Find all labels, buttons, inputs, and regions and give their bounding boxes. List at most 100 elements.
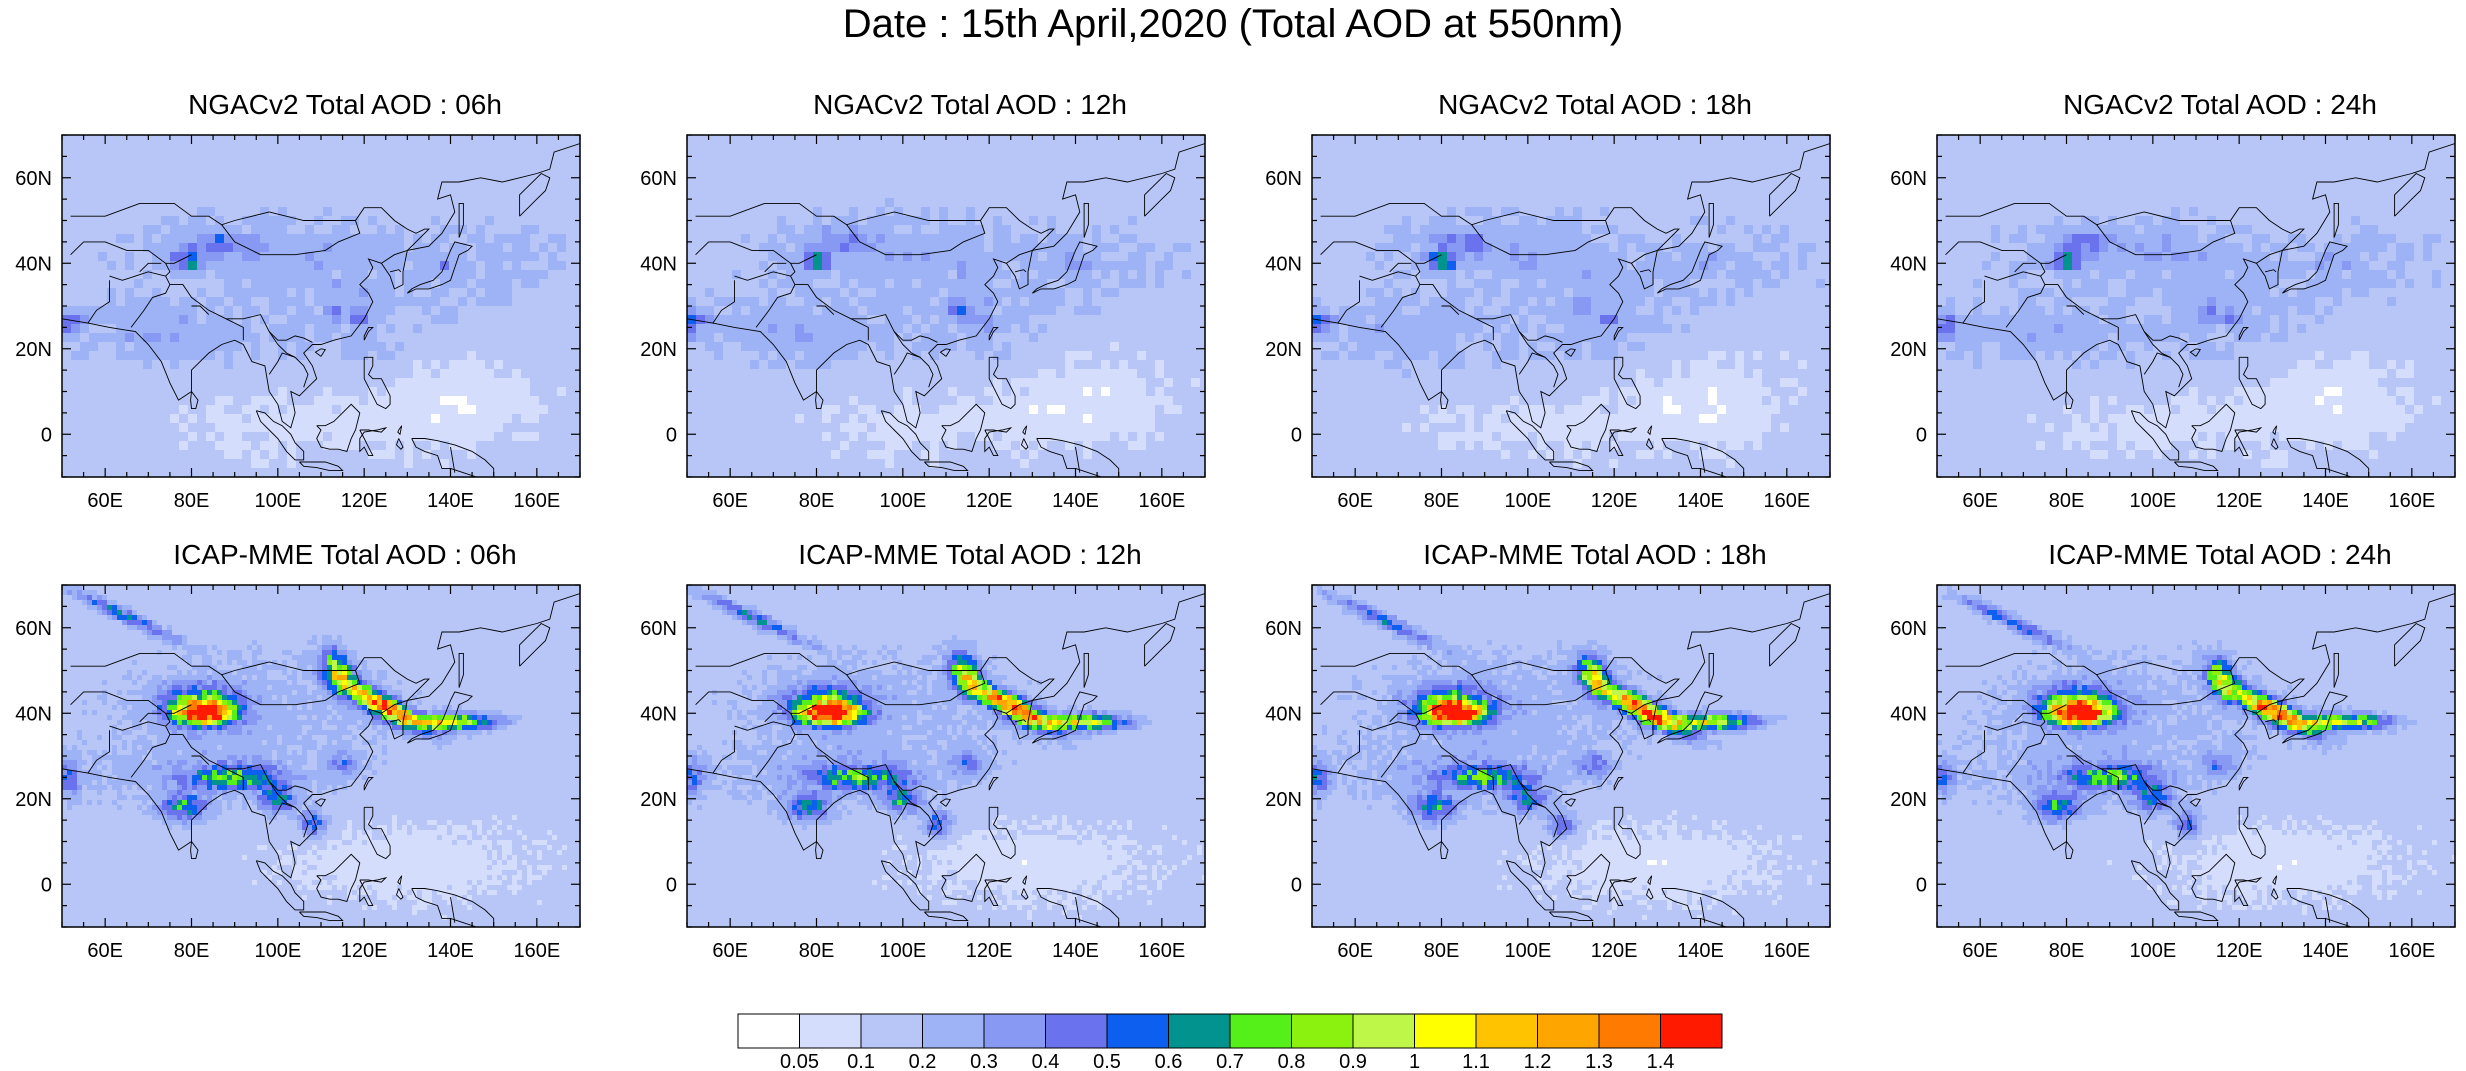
y-tick-label: 0 (666, 874, 677, 896)
aod-colorbar: 0.05 0.1 0.2 0.3 0.4 0.5 0.6 0.7 0.8 0.9 1 1.1 1.2 1.… (737, 1013, 1723, 1070)
x-tick-label: 100E (2129, 940, 2176, 962)
coastlines (687, 143, 1205, 477)
x-tick-label: 120E (966, 940, 1013, 962)
aod-field (1312, 585, 1831, 928)
x-tick-label: 160E (1138, 490, 1185, 512)
y-tick-label: 20N (1890, 339, 1927, 361)
x-tick-label: 60E (1962, 490, 1998, 512)
x-tick-label: 60E (1337, 490, 1373, 512)
y-tick-label: 60N (1265, 618, 1302, 640)
colorbar-label: 1.3 (1585, 1051, 1613, 1070)
map-panel-ngacv2-18h: NGACv2 Total AOD : 18h 60E 80E 100E 120E 140… (1265, 90, 1885, 530)
y-tick-label: 40N (1890, 703, 1927, 725)
y-tick-label: 60N (1265, 168, 1302, 190)
map-panel-icap-mme-06h: ICAP-MME Total AOD : 06h 60E 80E 100E 120E 1… (15, 540, 635, 980)
map-svg: 60E 80E 100E 120E 140E 160E 0 20N 40N 60N (640, 134, 1206, 512)
y-tick-label: 20N (640, 789, 677, 811)
colorbar-label: 0.5 (1093, 1051, 1121, 1070)
colorbar-swatch (860, 1013, 923, 1049)
map-svg: 60E 80E 100E 120E 140E 160E 0 20N 40N 60N (1265, 134, 1831, 512)
colorbar-label: 0.4 (1032, 1051, 1060, 1070)
y-tick-label: 0 (41, 874, 52, 896)
colorbar-swatch (922, 1013, 985, 1049)
x-tick-label: 160E (1138, 940, 1185, 962)
colorbar-swatch (1352, 1013, 1415, 1049)
y-tick-label: 0 (1291, 874, 1302, 896)
x-tick-label: 60E (1962, 940, 1998, 962)
y-tick-label: 0 (666, 424, 677, 446)
aod-field (1312, 135, 1831, 478)
y-tick-label: 60N (15, 168, 52, 190)
map-svg: 60E 80E 100E 120E 140E 160E 0 20N 40N 60N (1890, 134, 2456, 512)
x-tick-label: 120E (1591, 940, 1638, 962)
y-tick-label: 0 (1916, 874, 1927, 896)
x-tick-label: 120E (341, 940, 388, 962)
x-tick-label: 60E (1337, 940, 1373, 962)
colorbar-swatch (1106, 1013, 1169, 1049)
coastlines (1312, 143, 1830, 477)
x-tick-label: 120E (341, 490, 388, 512)
x-tick-label: 120E (966, 490, 1013, 512)
panel-title: ICAP-MME Total AOD : 18h (1305, 540, 1885, 570)
figure-title: Date : 15th April,2020 (Total AOD at 550… (0, 2, 2466, 46)
coastlines (1312, 593, 1830, 927)
aod-field (687, 135, 1206, 478)
y-tick-label: 20N (15, 339, 52, 361)
coastlines (62, 143, 580, 477)
panel-title: NGACv2 Total AOD : 12h (680, 90, 1260, 120)
x-tick-label: 140E (1677, 490, 1724, 512)
coastlines (1937, 143, 2455, 477)
aod-field (687, 585, 1206, 928)
y-tick-label: 40N (15, 703, 52, 725)
x-tick-label: 60E (87, 490, 123, 512)
aod-field (1937, 135, 2456, 478)
x-tick-label: 60E (87, 940, 123, 962)
x-tick-label: 160E (2388, 940, 2435, 962)
x-tick-label: 140E (2302, 490, 2349, 512)
colorbar-swatch (1045, 1013, 1108, 1049)
map-panel-ngacv2-12h: NGACv2 Total AOD : 12h 60E 80E 100E 120E 140… (640, 90, 1260, 530)
colorbar-swatch (799, 1013, 862, 1049)
x-tick-label: 60E (712, 490, 748, 512)
x-tick-label: 80E (174, 940, 210, 962)
x-tick-label: 80E (2049, 490, 2085, 512)
colorbar-label: 0.1 (847, 1051, 875, 1070)
aod-field (62, 585, 581, 928)
x-tick-label: 120E (2216, 940, 2263, 962)
x-tick-label: 100E (1504, 490, 1551, 512)
x-tick-label: 100E (879, 490, 926, 512)
colorbar-swatch (1537, 1013, 1600, 1049)
y-tick-label: 60N (640, 618, 677, 640)
y-tick-label: 40N (1890, 253, 1927, 275)
y-tick-label: 60N (1890, 168, 1927, 190)
colorbar-swatch (1660, 1013, 1723, 1049)
panel-title: NGACv2 Total AOD : 06h (55, 90, 635, 120)
colorbar-label: 0.9 (1339, 1051, 1367, 1070)
panel-title: ICAP-MME Total AOD : 06h (55, 540, 635, 570)
x-tick-label: 80E (174, 490, 210, 512)
colorbar-label: 1.4 (1647, 1051, 1675, 1070)
panel-title: ICAP-MME Total AOD : 12h (680, 540, 1260, 570)
y-tick-label: 40N (640, 253, 677, 275)
colorbar-label: 1.2 (1524, 1051, 1552, 1070)
y-tick-label: 60N (640, 168, 677, 190)
colorbar-label: 1 (1409, 1051, 1420, 1070)
colorbar-label: 0.6 (1155, 1051, 1183, 1070)
x-tick-label: 80E (2049, 940, 2085, 962)
x-tick-label: 140E (1052, 490, 1099, 512)
y-tick-label: 0 (41, 424, 52, 446)
map-panel-ngacv2-24h: NGACv2 Total AOD : 24h 60E 80E 100E 120E 140… (1890, 90, 2466, 530)
coastlines (687, 593, 1205, 927)
x-tick-label: 100E (879, 940, 926, 962)
x-tick-label: 80E (1424, 490, 1460, 512)
x-tick-label: 120E (1591, 490, 1638, 512)
x-tick-label: 140E (1052, 940, 1099, 962)
colorbar-swatch (1598, 1013, 1661, 1049)
y-tick-label: 20N (1265, 339, 1302, 361)
colorbar-swatch (983, 1013, 1046, 1049)
x-tick-label: 80E (799, 940, 835, 962)
panel-title: NGACv2 Total AOD : 18h (1305, 90, 1885, 120)
panel-title: ICAP-MME Total AOD : 24h (1930, 540, 2466, 570)
map-svg: 60E 80E 100E 120E 140E 160E 0 20N 40N 60N (1265, 584, 1831, 962)
panel-title: NGACv2 Total AOD : 24h (1930, 90, 2466, 120)
